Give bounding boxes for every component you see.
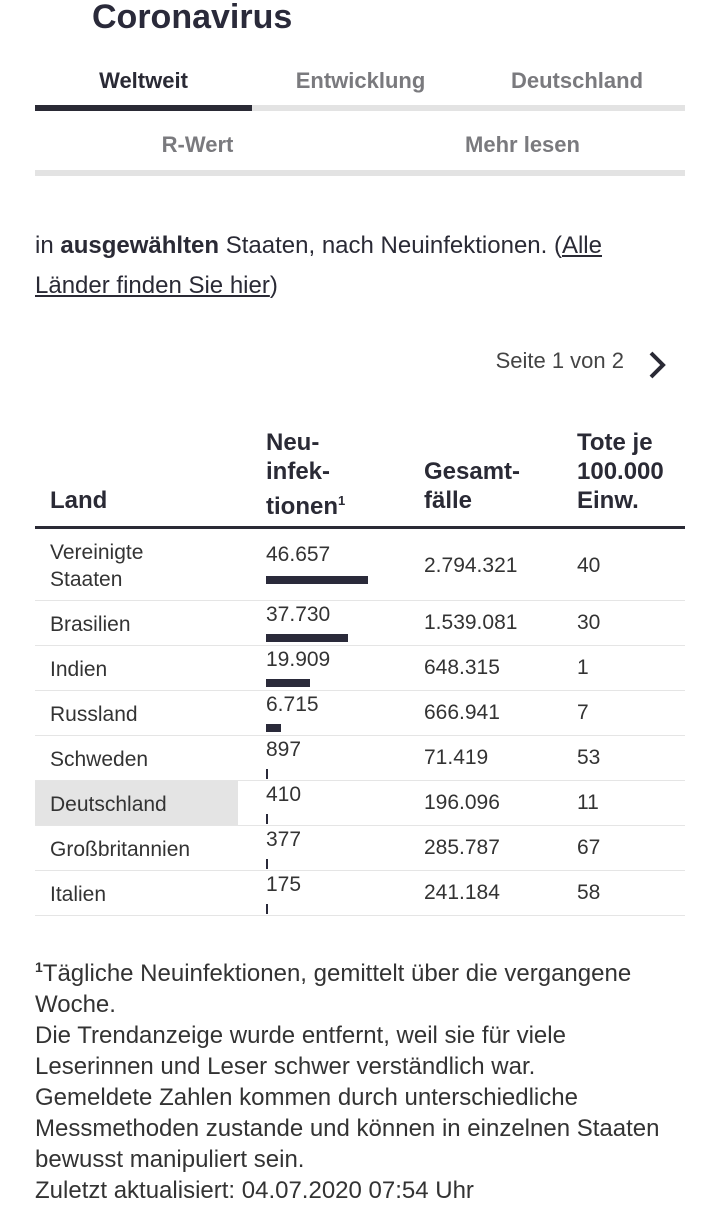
bar	[266, 769, 268, 779]
footnote: 1Tägliche Neuinfektionen, gemittelt über…	[35, 952, 685, 1206]
header-rule	[35, 526, 685, 529]
new-infections: 377	[266, 828, 302, 851]
link[interactable]: Alle Länder finden Sie hier	[35, 232, 602, 299]
bar	[266, 859, 268, 869]
row-highlight	[35, 781, 238, 825]
total-cases: 666.941	[424, 700, 500, 724]
text: Staaten, nach Neuinfektionen. (	[219, 232, 562, 259]
deaths-per-100k: 7	[577, 700, 589, 724]
text: Zuletzt aktualisiert: 04.07.2020 07:54 U…	[35, 1177, 474, 1204]
tab[interactable]: R-Wert	[161, 132, 234, 157]
country: Indien	[50, 657, 108, 681]
new-infections: 37.730	[266, 603, 331, 626]
tab-rule	[35, 105, 685, 111]
bar	[266, 814, 268, 824]
country: Vereinigte Staaten	[50, 541, 144, 591]
bar	[266, 634, 349, 642]
next-page[interactable]	[646, 350, 670, 380]
deaths-per-100k: 58	[577, 880, 601, 904]
total-cases: 648.315	[424, 655, 500, 679]
column-header: Neu- infek- tionen1	[266, 428, 345, 521]
text: in	[35, 232, 61, 259]
country: Großbritannien	[50, 837, 191, 861]
country: Deutschland	[50, 792, 167, 816]
country: Brasilien	[50, 612, 131, 636]
deaths-per-100k: 1	[577, 655, 589, 679]
tab[interactable]: Deutschland	[510, 68, 644, 93]
deaths-per-100k: 30	[577, 610, 601, 634]
new-infections: 19.909	[266, 648, 331, 671]
footnote-marker: 1	[35, 959, 43, 975]
column-header: Gesamt- fälle	[424, 458, 521, 514]
total-cases: 1.539.081	[424, 610, 518, 634]
table-row: Großbritannien 377 285.787 67	[35, 826, 685, 871]
country: Schweden	[50, 747, 149, 771]
text: Die Trendanzeige wurde entfernt, weil si…	[35, 1022, 566, 1080]
page-title: Coronavirus	[92, 0, 293, 36]
table-row: Schweden 897 71.419 53	[35, 736, 685, 781]
bar	[266, 724, 281, 732]
table-row: Russland 6.715 666.941 7	[35, 691, 685, 736]
new-infections: 6.715	[266, 693, 319, 716]
total-cases: 241.184	[424, 880, 500, 904]
footnote-line: Gemeldete Zahlen kommen durch unterschie…	[35, 1082, 685, 1175]
column-header: Tote je 100.000 Einw.	[577, 429, 664, 514]
table-row: Deutschland 410 196.096 11	[35, 781, 685, 826]
footnote-line: Die Trendanzeige wurde entfernt, weil si…	[35, 1020, 685, 1082]
bar	[266, 576, 368, 584]
total-cases: 285.787	[424, 835, 500, 859]
tab[interactable]: Mehr lesen	[465, 132, 580, 157]
bar	[266, 904, 268, 914]
total-cases: 196.096	[424, 790, 500, 814]
pagination: Seite 1 von 2	[495, 348, 624, 373]
bar	[266, 679, 310, 687]
tab-indicator	[35, 105, 252, 111]
new-infections: 410	[266, 783, 302, 806]
footnote-line: Zuletzt aktualisiert: 04.07.2020 07:54 U…	[35, 1175, 685, 1206]
table-row: Vereinigte Staaten 46.657 2.794.321 40	[35, 533, 685, 601]
table-row: Brasilien 37.730 1.539.081 30	[35, 601, 685, 646]
deaths-per-100k: 40	[577, 554, 601, 577]
text: )	[269, 272, 278, 299]
new-infections: 175	[266, 873, 302, 896]
deaths-per-100k: 53	[577, 745, 601, 769]
intro: in ausgewählten Staaten, nach Neuinfekti…	[35, 226, 675, 306]
table-row: Italien 175 241.184 58	[35, 871, 685, 916]
new-infections: 46.657	[266, 543, 331, 566]
column-header: Land	[50, 487, 108, 514]
tab[interactable]: Entwicklung	[295, 68, 426, 93]
country: Italien	[50, 882, 107, 906]
chevron	[649, 351, 666, 379]
footnote-line: 1Tägliche Neuinfektionen, gemittelt über…	[35, 952, 685, 1020]
text: ausgewählten	[60, 232, 220, 259]
tab-rule	[35, 170, 685, 176]
tab[interactable]: Weltweit	[99, 68, 188, 93]
text: Neu- infek- tionen	[266, 429, 338, 520]
text: Gemeldete Zahlen kommen durch unterschie…	[35, 1084, 660, 1173]
table-row: Indien 19.909 648.315 1	[35, 646, 685, 691]
total-cases: 2.794.321	[424, 554, 518, 577]
deaths-per-100k: 11	[577, 790, 599, 814]
total-cases: 71.419	[424, 745, 489, 769]
text: Tägliche Neuinfektionen, gemittelt über …	[35, 960, 632, 1018]
country: Russland	[50, 702, 138, 726]
footnote-marker: 1	[338, 493, 346, 508]
new-infections: 897	[266, 738, 302, 761]
deaths-per-100k: 67	[577, 835, 601, 859]
